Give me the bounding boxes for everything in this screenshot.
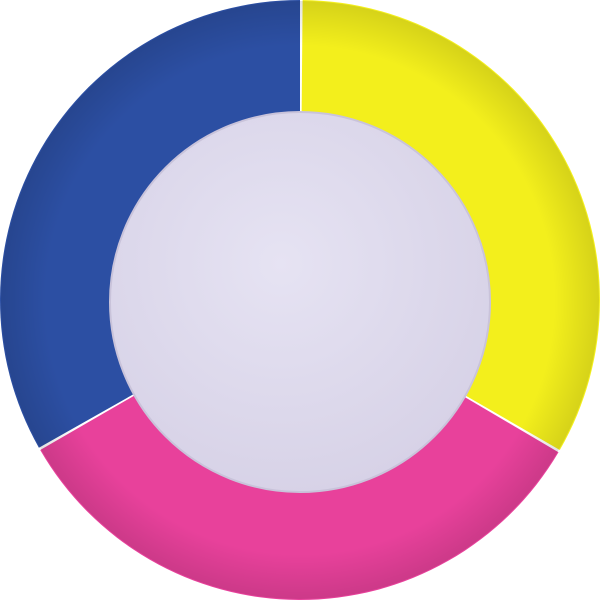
center-disc	[109, 111, 491, 493]
